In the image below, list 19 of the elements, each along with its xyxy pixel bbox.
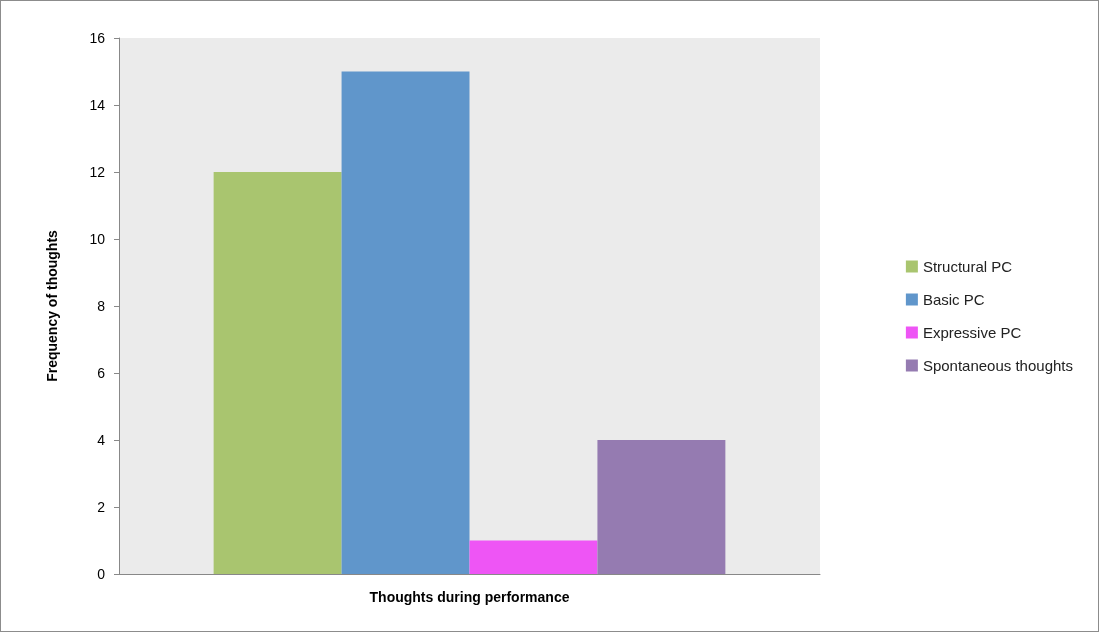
bar <box>341 71 470 574</box>
y-tick-label: 8 <box>97 298 106 314</box>
bar <box>597 440 726 574</box>
bar <box>469 540 598 574</box>
y-tick-label: 6 <box>97 365 106 381</box>
y-tick-label: 4 <box>97 432 106 448</box>
x-axis-title: Thoughts during performance <box>369 589 570 605</box>
bar <box>213 172 342 574</box>
legend-label: Spontaneous thoughts <box>922 357 1073 374</box>
y-tick-label: 16 <box>89 30 106 46</box>
y-tick-label: 12 <box>89 164 106 180</box>
y-tick-label: 2 <box>97 499 106 515</box>
y-tick-label: 0 <box>97 566 106 582</box>
y-tick-label: 14 <box>89 97 106 113</box>
legend-label: Basic PC <box>922 291 985 308</box>
y-axis-title: Frequency of thoughts <box>44 229 60 382</box>
y-tick-label: 10 <box>89 231 106 247</box>
legend-label: Structural PC <box>922 258 1013 275</box>
legend-label: Expressive PC <box>922 324 1022 341</box>
